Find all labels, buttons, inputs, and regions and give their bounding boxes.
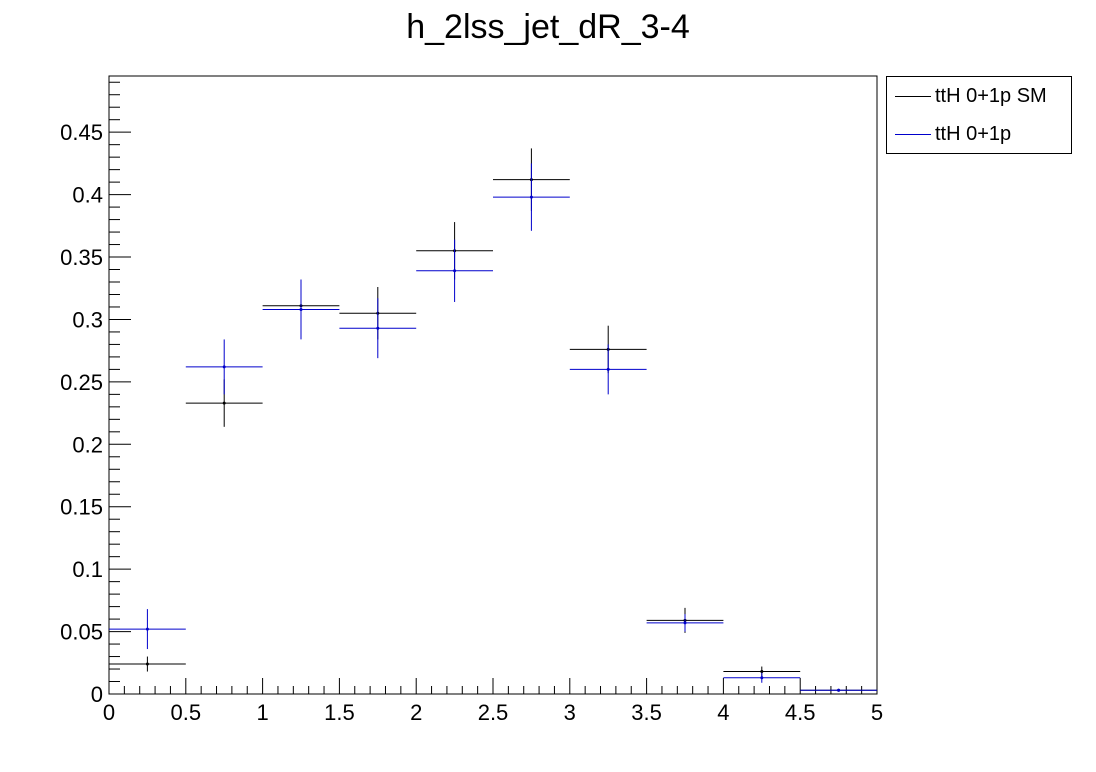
y-tick-label: 0: [91, 682, 103, 707]
data-point-bsm: [299, 307, 303, 311]
data-point-bsm: [222, 365, 226, 369]
x-tick-label: 1: [256, 700, 268, 725]
x-tick-label: 0: [103, 700, 115, 725]
chart-title: h_2lss_jet_dR_3-4: [406, 8, 690, 46]
y-tick-label: 0.3: [72, 307, 103, 332]
x-tick-label: 0.5: [171, 700, 202, 725]
data-point-sm: [222, 401, 226, 405]
data-point-bsm: [683, 621, 687, 625]
y-tick-label: 0.35: [60, 245, 103, 270]
x-tick-label: 5: [871, 700, 883, 725]
y-tick-label: 0.2: [72, 432, 103, 457]
y-tick-label: 0.45: [60, 120, 103, 145]
y-tick-label: 0.1: [72, 557, 103, 582]
data-point-bsm: [376, 326, 380, 330]
data-point-bsm: [837, 688, 841, 692]
data-point-bsm: [453, 269, 457, 273]
x-tick-label: 2.5: [478, 700, 509, 725]
y-tick-label: 0.05: [60, 620, 103, 645]
x-tick-label: 3.5: [631, 700, 662, 725]
x-tick-label: 4.5: [785, 700, 816, 725]
x-tick-label: 2: [410, 700, 422, 725]
legend-line-ttH: [895, 134, 931, 135]
legend-label-ttH: ttH 0+1p: [935, 123, 1012, 145]
y-tick-label: 0.4: [72, 183, 103, 208]
legend-item-ttH-SM: ttH 0+1p SM: [887, 79, 1071, 115]
data-point-bsm: [760, 676, 764, 680]
data-point-sm: [145, 662, 149, 666]
data-point-sm: [760, 670, 764, 674]
x-tick-label: 1.5: [324, 700, 355, 725]
legend-line-ttH-SM: [895, 96, 931, 97]
data-point-bsm: [606, 367, 610, 371]
legend-label-ttH-SM: ttH 0+1p SM: [935, 85, 1047, 107]
y-tick-label: 0.15: [60, 495, 103, 520]
data-point-bsm: [529, 195, 533, 199]
y-tick-label: 0.25: [60, 370, 103, 395]
legend-item-ttH: ttH 0+1p: [887, 117, 1071, 153]
data-point-bsm: [145, 627, 149, 631]
x-tick-label: 3: [564, 700, 576, 725]
x-tick-label: 4: [717, 700, 729, 725]
legend: ttH 0+1p SM ttH 0+1p: [886, 76, 1072, 154]
